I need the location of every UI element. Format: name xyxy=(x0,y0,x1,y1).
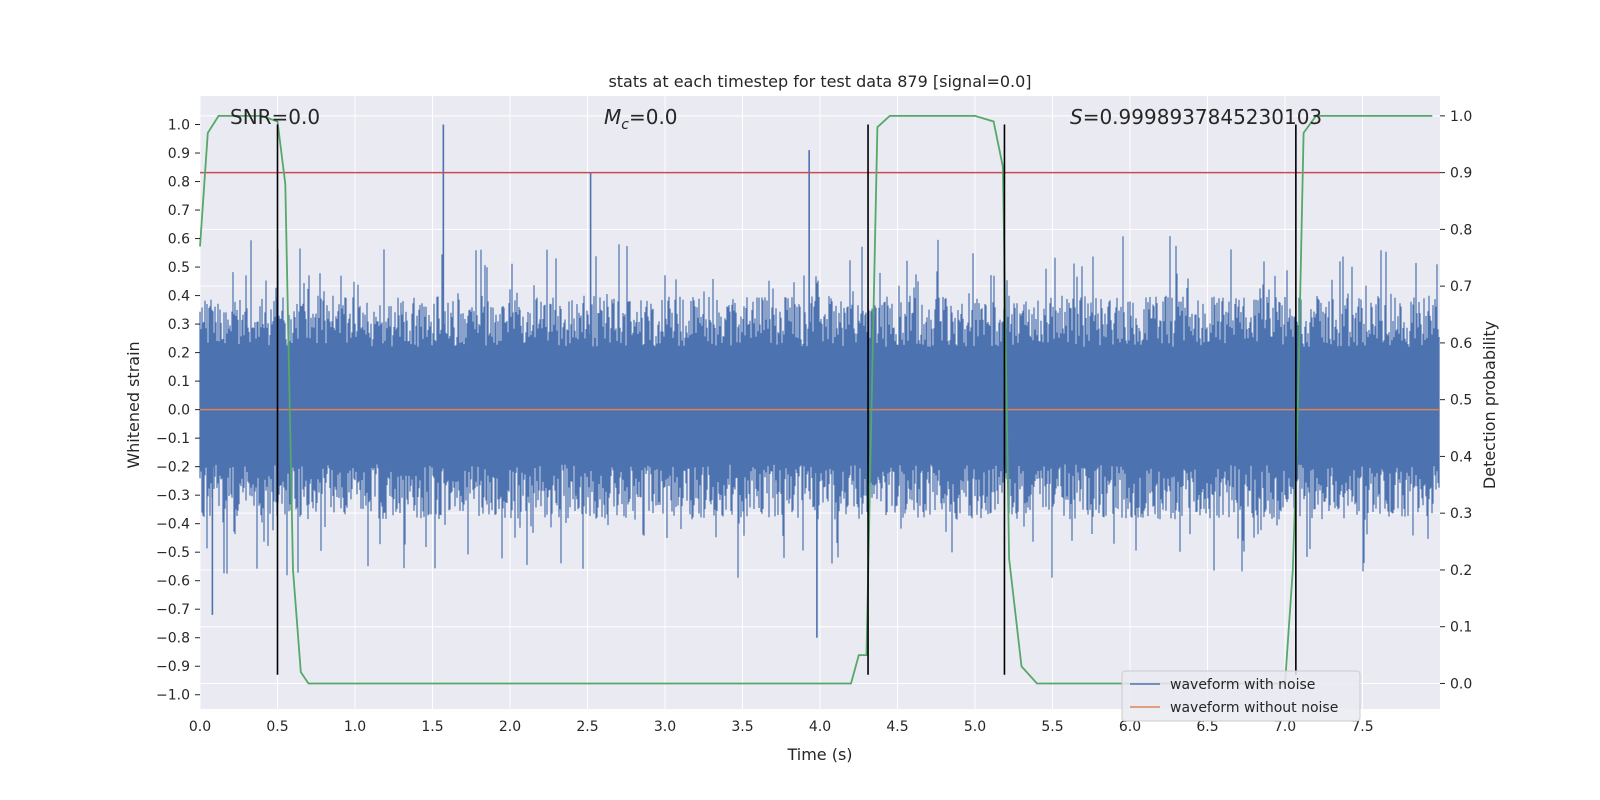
y-right-tick-label: 0.2 xyxy=(1450,563,1472,579)
x-tick-label: 7.0 xyxy=(1274,719,1296,735)
y-left-tick-label: −0.8 xyxy=(156,631,190,647)
y-right-tick-label: 0.9 xyxy=(1450,166,1472,182)
y-left-tick-label: −0.3 xyxy=(156,488,190,504)
chirp-mass-symbol: M xyxy=(604,105,621,129)
chirp-mass-annotation: Mc=0.0 xyxy=(604,105,678,133)
y-right-tick-label: 0.7 xyxy=(1450,279,1472,295)
y-right-tick-label: 0.4 xyxy=(1450,449,1472,465)
y-left-tick-label: −0.1 xyxy=(156,431,190,447)
y-left-tick-label: −0.9 xyxy=(156,659,190,675)
y-left-tick-label: 0.9 xyxy=(168,146,190,162)
x-tick-label: 2.5 xyxy=(576,719,598,735)
x-tick-label: 2.0 xyxy=(499,719,521,735)
x-tick-label: 1.0 xyxy=(344,719,366,735)
y-right-tick-label: 0.8 xyxy=(1450,222,1472,238)
y-left-tick-label: 0.1 xyxy=(168,374,190,390)
y-right-tick-label: 0.1 xyxy=(1450,620,1472,636)
x-tick-label: 4.5 xyxy=(886,719,908,735)
y-left-tick-label: −0.6 xyxy=(156,574,190,590)
y-left-tick-label: 0.5 xyxy=(168,260,190,276)
y-axis-left-ticks: −1.0 −0.9 −0.8 −0.7 −0.6 −0.5 −0.4 −0.3 −0.2 −0.1… xyxy=(156,118,200,704)
x-tick-label: 7.5 xyxy=(1351,719,1373,735)
y-left-tick-label: 0.2 xyxy=(168,346,190,362)
y-right-tick-label: 0.5 xyxy=(1450,393,1472,409)
legend: waveform with noise waveform without noi… xyxy=(1121,670,1361,722)
x-tick-label: 3.0 xyxy=(654,719,676,735)
snr-annotation: SNR=0.0 xyxy=(230,105,320,129)
x-tick-label: 6.5 xyxy=(1196,719,1218,735)
y-right-tick-label: 0.6 xyxy=(1450,336,1472,352)
score-symbol: S xyxy=(1070,105,1083,129)
waveform-noise-trace xyxy=(199,236,1440,578)
x-tick-label: 4.0 xyxy=(809,719,831,735)
x-axis-ticks: 0.0 0.5 1.0 1.5 2.0 2.5 3.0 3.5 4.0 4.5 5.0 5.5 6.0 6… xyxy=(189,719,1374,735)
y-left-tick-label: −0.4 xyxy=(156,517,190,533)
x-tick-label: 3.5 xyxy=(731,719,753,735)
y-left-tick-label: 0.3 xyxy=(168,317,190,333)
y-axis-right-label: Detection probability xyxy=(1480,321,1499,489)
x-tick-label: 5.0 xyxy=(964,719,986,735)
y-left-tick-label: 0.8 xyxy=(168,175,190,191)
y-axis-left-label: Whitened strain xyxy=(124,341,143,468)
y-left-tick-label: −0.2 xyxy=(156,460,190,476)
y-left-tick-label: 0.7 xyxy=(168,203,190,219)
chart-title: stats at each timestep for test data 879… xyxy=(608,72,1031,91)
y-left-tick-label: −0.7 xyxy=(156,602,190,618)
chirp-mass-value: =0.0 xyxy=(629,105,678,129)
score-annotation: S=0.9998937845230103 xyxy=(1070,105,1322,129)
x-tick-label: 1.5 xyxy=(421,719,443,735)
x-tick-label: 0.0 xyxy=(189,719,211,735)
legend-label-with-noise: waveform with noise xyxy=(1170,677,1315,693)
y-right-tick-label: 0.3 xyxy=(1450,506,1472,522)
legend-label-without-noise: waveform without noise xyxy=(1170,700,1338,716)
y-left-tick-label: −1.0 xyxy=(156,688,190,704)
chirp-mass-subscript: c xyxy=(621,117,629,133)
x-tick-label: 6.0 xyxy=(1119,719,1141,735)
series-waveform-with-noise xyxy=(199,124,1440,638)
legend-box xyxy=(1121,670,1361,722)
y-left-tick-label: 0.6 xyxy=(168,232,190,248)
y-axis-right-ticks: 0.0 0.1 0.2 0.3 0.4 0.5 0.6 0.7 0.8 0.9 1.0 xyxy=(1440,109,1472,692)
y-right-tick-label: 0.0 xyxy=(1450,676,1472,692)
y-left-tick-label: −0.5 xyxy=(156,545,190,561)
score-value: =0.9998937845230103 xyxy=(1083,105,1322,129)
x-axis-label: Time (s) xyxy=(786,745,852,764)
x-tick-label: 0.5 xyxy=(266,719,288,735)
y-left-tick-label: 0.4 xyxy=(168,289,190,305)
y-right-tick-label: 1.0 xyxy=(1450,109,1472,125)
y-left-tick-label: 0.0 xyxy=(168,403,190,419)
x-tick-label: 5.5 xyxy=(1041,719,1063,735)
y-left-tick-label: 1.0 xyxy=(168,118,190,134)
